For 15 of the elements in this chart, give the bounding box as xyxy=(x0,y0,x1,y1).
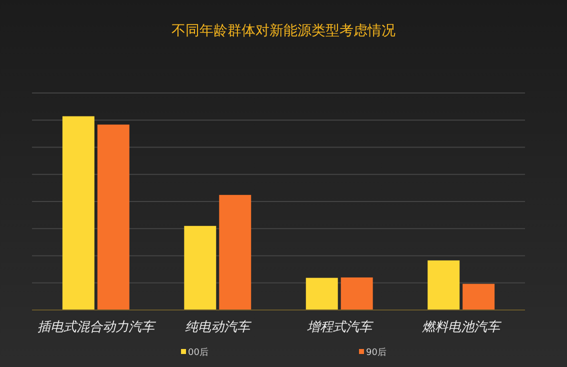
legend-label: 90后 xyxy=(366,347,386,358)
x-tick-label: 纯电动汽车 xyxy=(185,320,252,335)
bar xyxy=(184,226,216,310)
chart-title: 不同年龄群体对新能源类型考虑情况 xyxy=(172,23,396,39)
bar xyxy=(306,278,338,310)
bar xyxy=(462,284,495,310)
x-tick-label: 插电式混合动力汽车 xyxy=(37,320,156,335)
bar xyxy=(219,194,252,310)
bar xyxy=(62,116,94,310)
bar xyxy=(340,277,373,310)
x-tick-label: 燃料电池汽车 xyxy=(421,320,502,335)
bar xyxy=(97,124,130,310)
bar xyxy=(428,260,460,310)
x-tick-label: 增程式汽车 xyxy=(306,320,374,335)
legend-label: 00后 xyxy=(188,347,208,358)
